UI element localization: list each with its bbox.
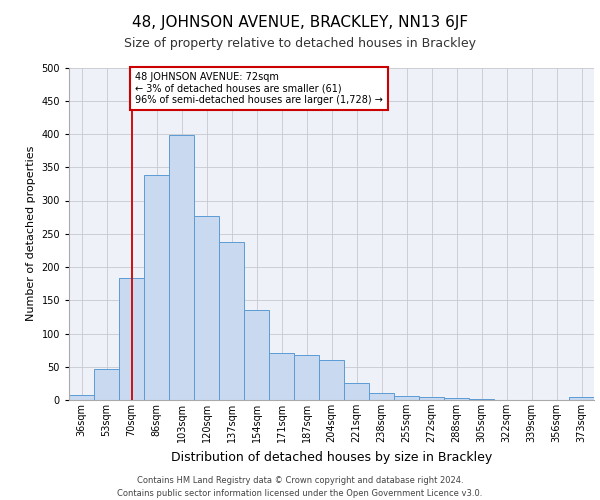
Text: Size of property relative to detached houses in Brackley: Size of property relative to detached ho… xyxy=(124,38,476,51)
Text: Contains HM Land Registry data © Crown copyright and database right 2024.
Contai: Contains HM Land Registry data © Crown c… xyxy=(118,476,482,498)
Bar xyxy=(419,398,444,400)
Bar xyxy=(194,216,219,400)
Bar xyxy=(144,175,169,400)
Bar xyxy=(69,394,94,400)
Bar xyxy=(244,310,269,400)
Bar xyxy=(394,396,419,400)
Bar xyxy=(119,278,144,400)
Bar xyxy=(444,398,469,400)
Bar xyxy=(369,392,394,400)
Bar xyxy=(219,242,244,400)
Bar xyxy=(569,398,594,400)
X-axis label: Distribution of detached houses by size in Brackley: Distribution of detached houses by size … xyxy=(171,450,492,464)
Bar xyxy=(319,360,344,400)
Bar xyxy=(344,384,369,400)
Bar xyxy=(269,354,294,400)
Y-axis label: Number of detached properties: Number of detached properties xyxy=(26,146,36,322)
Text: 48, JOHNSON AVENUE, BRACKLEY, NN13 6JF: 48, JOHNSON AVENUE, BRACKLEY, NN13 6JF xyxy=(132,15,468,30)
Bar xyxy=(169,134,194,400)
Bar xyxy=(294,355,319,400)
Text: 48 JOHNSON AVENUE: 72sqm
← 3% of detached houses are smaller (61)
96% of semi-de: 48 JOHNSON AVENUE: 72sqm ← 3% of detache… xyxy=(135,72,383,106)
Bar xyxy=(94,370,119,400)
